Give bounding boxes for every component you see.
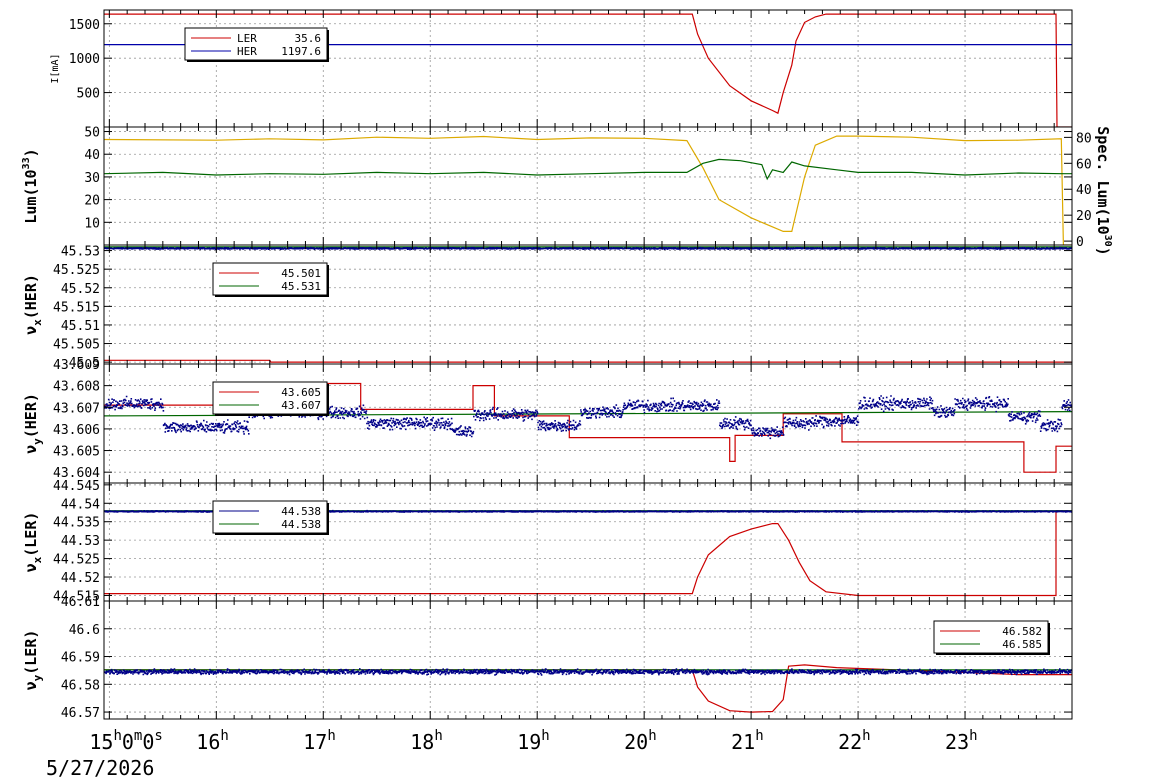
legend-entry-value: 45.501: [281, 267, 321, 280]
legend-entry-value: 1197.6: [281, 45, 321, 58]
y-tick-label: 46.57: [61, 706, 100, 721]
y-axis-label: νx(HER): [22, 274, 44, 335]
legend-entry-value: 43.607: [281, 399, 321, 412]
y-tick-label: 43.609: [53, 358, 100, 373]
legend-entry-value: 44.538: [281, 518, 321, 531]
y-tick-label: 43.606: [53, 423, 100, 438]
y-tick-label: 44.53: [61, 534, 100, 549]
y-tick-label: 20: [84, 194, 100, 209]
x-tick-label: 20h: [624, 728, 657, 754]
legend-box: [184, 27, 328, 61]
panel-nuy-ler: 46.57 46.58 46.59 46.6 46.61 νy(LER) 46.58246.…: [22, 595, 1073, 721]
y-tick-label: 10: [84, 216, 100, 231]
y-tick-label: 44.545: [53, 479, 100, 494]
y-axis-label: νy(LER): [22, 630, 44, 691]
y-tick-label: 1000: [69, 52, 100, 67]
y-tick-label: 46.61: [61, 595, 100, 610]
panel-current: 500 1000 1500 I[mA] LER 35.6 HER 1197.6: [50, 9, 1073, 128]
x-tick-label: 18h: [410, 728, 443, 754]
x-tick-label: 17h: [303, 728, 336, 754]
y-tick-label: 44.525: [53, 553, 100, 568]
panel-nux-her: 45.5 45.505 45.51 45.515 45.52 45.525 45.53 νx(…: [22, 244, 1073, 371]
panel-nux-ler: 44.515 44.52 44.525 44.53 44.535 44.54 44.545 ν…: [22, 479, 1073, 604]
y-tick-label: 44.535: [53, 516, 100, 531]
legend-box: [212, 500, 328, 534]
legend-box: [212, 381, 328, 415]
y-tick-label: 46.6: [69, 623, 100, 638]
series-measured-points: [104, 509, 1072, 513]
x-tick-label: 21h: [731, 728, 764, 754]
y-right-tick-label: 20: [1076, 209, 1092, 224]
y-tick-label: 1500: [69, 18, 100, 33]
y-axis-label: I[mA]: [50, 53, 61, 83]
series-ler-line: [104, 13, 1072, 127]
date-label: 5/27/2026: [46, 756, 154, 780]
y-right-tick-label: 60: [1076, 157, 1092, 172]
series-set-line: [104, 359, 1072, 363]
y-axis-label: Lum(1033): [21, 148, 40, 223]
y-tick-label: 45.51: [61, 319, 100, 334]
y-tick-label: 44.54: [61, 497, 100, 512]
y-right-tick-label: 0: [1076, 235, 1084, 250]
legend-entry-value: 46.582: [1002, 625, 1042, 638]
y-right-tick-label: 40: [1076, 183, 1092, 198]
legend-entry-value: 35.6: [295, 32, 322, 45]
x-tick-label: 15h0m0s: [89, 728, 163, 754]
y-tick-label: 45.53: [61, 245, 100, 260]
y-tick-label: 43.605: [53, 445, 100, 460]
series-lum-line: [104, 135, 1072, 245]
x-axis-labels: 15h0m0s 16h 17h 18h 19h 20h 21h 22h 23h 5/27/2026: [46, 728, 978, 780]
y-tick-label: 50: [84, 126, 100, 141]
legend: LER 35.6 HER 1197.6: [184, 27, 329, 62]
y-axis-label: νx(LER): [22, 512, 44, 573]
legend-entry-value: 45.531: [281, 280, 321, 293]
y-tick-label: 46.58: [61, 678, 100, 693]
x-tick-label: 16h: [196, 728, 229, 754]
y-tick-label: 43.604: [53, 466, 100, 481]
y-tick-label: 45.525: [53, 263, 100, 278]
y-tick-label: 45.52: [61, 282, 100, 297]
x-tick-label: 22h: [838, 728, 871, 754]
x-tick-label: 23h: [945, 728, 978, 754]
legend-entry-name: HER: [237, 45, 257, 58]
y-tick-label: 30: [84, 171, 100, 186]
x-tick-label: 19h: [517, 728, 550, 754]
legend-box: [212, 262, 328, 296]
series-spec-lum-line: [104, 158, 1072, 181]
legend-entry-name: LER: [237, 32, 257, 45]
y-tick-label: 45.505: [53, 338, 100, 353]
legend-entry-value: 46.585: [1002, 638, 1042, 651]
y-tick-label: 44.52: [61, 571, 100, 586]
panel-luminosity: 10 20 30 40 50 0 20 40 60 80 Spec. Lum(1030) Lum(10…: [21, 126, 1113, 256]
y-tick-label: 45.515: [53, 300, 100, 315]
y-right-tick-label: 80: [1076, 131, 1092, 146]
y-tick-label: 40: [84, 148, 100, 163]
y-axis-label: νy(HER): [22, 393, 44, 454]
panel-frame: [103, 126, 1073, 246]
legend-box: [933, 620, 1049, 654]
y-tick-label: 43.607: [53, 401, 100, 416]
y-tick-label: 45.5: [69, 356, 100, 371]
y-tick-label: 44.515: [53, 589, 100, 604]
series-measured-points: [104, 668, 1072, 676]
panel-nuy-her: 43.604 43.605 43.606 43.607 43.608 43.609 νy(H…: [22, 358, 1073, 484]
series-set-line: [104, 382, 1072, 473]
series-set-line: [104, 510, 1072, 597]
y-tick-label: 43.608: [53, 380, 100, 395]
panel-frame: [103, 600, 1073, 720]
y-tick-label: 500: [77, 87, 100, 102]
y-tick-label: 46.59: [61, 651, 100, 666]
y-right-axis-label: Spec. Lum(1030): [1094, 126, 1113, 255]
legend-entry-value: 43.605: [281, 386, 321, 399]
legend-entry-value: 44.538: [281, 505, 321, 518]
series-measured-points: [104, 246, 1072, 251]
